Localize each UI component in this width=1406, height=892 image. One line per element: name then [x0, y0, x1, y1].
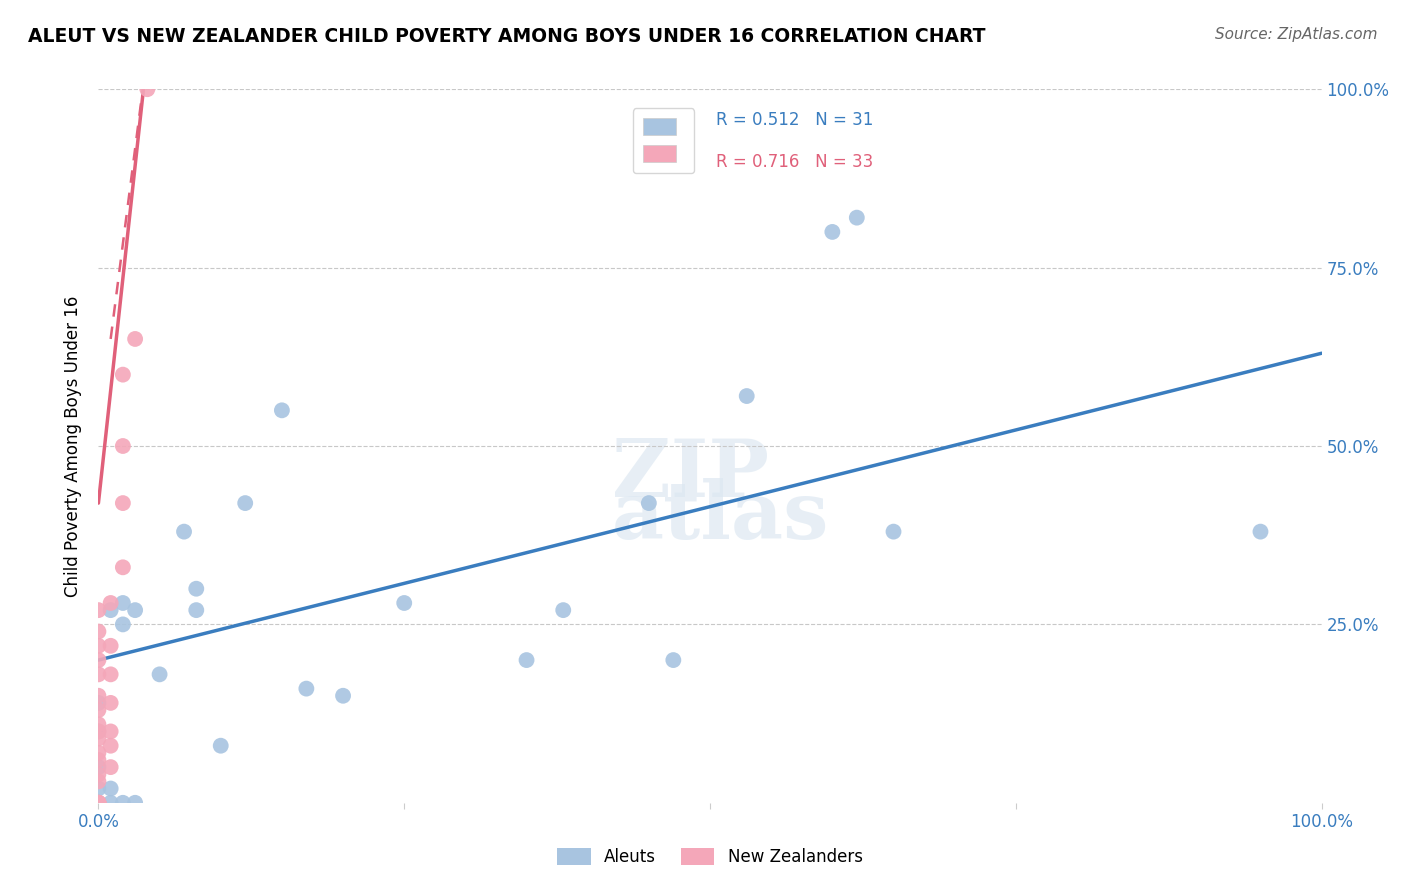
Point: [87, 703, 110, 717]
Point: [270, 403, 294, 417]
Point: [100, 781, 122, 796]
Point: [87, 624, 110, 639]
Point: [100, 760, 122, 774]
Point: [124, 796, 146, 810]
Point: [392, 596, 416, 610]
Point: [87, 724, 110, 739]
Point: [233, 496, 256, 510]
Point: [111, 617, 134, 632]
Point: [124, 603, 146, 617]
Point: [87, 774, 110, 789]
Point: [1249, 524, 1271, 539]
Point: [295, 681, 318, 696]
Legend: Aleuts, New Zealanders: Aleuts, New Zealanders: [551, 841, 869, 873]
Text: atlas: atlas: [612, 478, 830, 557]
Point: [87, 753, 110, 767]
Point: [136, 82, 159, 96]
Point: [662, 653, 685, 667]
Point: [87, 603, 110, 617]
Point: [100, 696, 122, 710]
Point: [87, 760, 110, 774]
Point: [638, 496, 661, 510]
Point: [332, 689, 354, 703]
Point: [87, 717, 110, 731]
Point: [87, 796, 110, 810]
Point: [100, 796, 122, 810]
Point: [883, 524, 905, 539]
Text: R = 0.512   N = 31: R = 0.512 N = 31: [716, 111, 873, 128]
Point: [111, 439, 134, 453]
Point: [87, 696, 110, 710]
Point: [735, 389, 758, 403]
Point: [87, 667, 110, 681]
Point: [100, 739, 122, 753]
Y-axis label: Child Poverty Among Boys Under 16: Child Poverty Among Boys Under 16: [65, 295, 83, 597]
Point: [553, 603, 575, 617]
Point: [87, 796, 110, 810]
Point: [87, 796, 110, 810]
Point: [209, 739, 232, 753]
Point: [87, 796, 110, 810]
Text: R = 0.716   N = 33: R = 0.716 N = 33: [716, 153, 873, 171]
Point: [111, 560, 134, 574]
Point: [87, 781, 110, 796]
Point: [186, 603, 208, 617]
Point: [100, 596, 122, 610]
Text: Source: ZipAtlas.com: Source: ZipAtlas.com: [1215, 27, 1378, 42]
Point: [111, 368, 134, 382]
Point: [87, 689, 110, 703]
Point: [87, 639, 110, 653]
Text: ZIP: ZIP: [612, 435, 769, 514]
Point: [845, 211, 868, 225]
Point: [100, 724, 122, 739]
Point: [100, 639, 122, 653]
Point: [87, 653, 110, 667]
Point: [173, 524, 195, 539]
Point: [87, 796, 110, 810]
Point: [515, 653, 537, 667]
Point: [821, 225, 844, 239]
Point: [111, 496, 134, 510]
Point: [100, 667, 122, 681]
Point: [111, 796, 134, 810]
Point: [149, 667, 172, 681]
Point: [100, 603, 122, 617]
Point: [87, 731, 110, 746]
Point: [87, 724, 110, 739]
Text: ALEUT VS NEW ZEALANDER CHILD POVERTY AMONG BOYS UNDER 16 CORRELATION CHART: ALEUT VS NEW ZEALANDER CHILD POVERTY AMO…: [28, 27, 986, 45]
Point: [186, 582, 208, 596]
Point: [87, 767, 110, 781]
Point: [124, 332, 146, 346]
Point: [111, 596, 134, 610]
Point: [87, 746, 110, 760]
Point: [87, 796, 110, 810]
